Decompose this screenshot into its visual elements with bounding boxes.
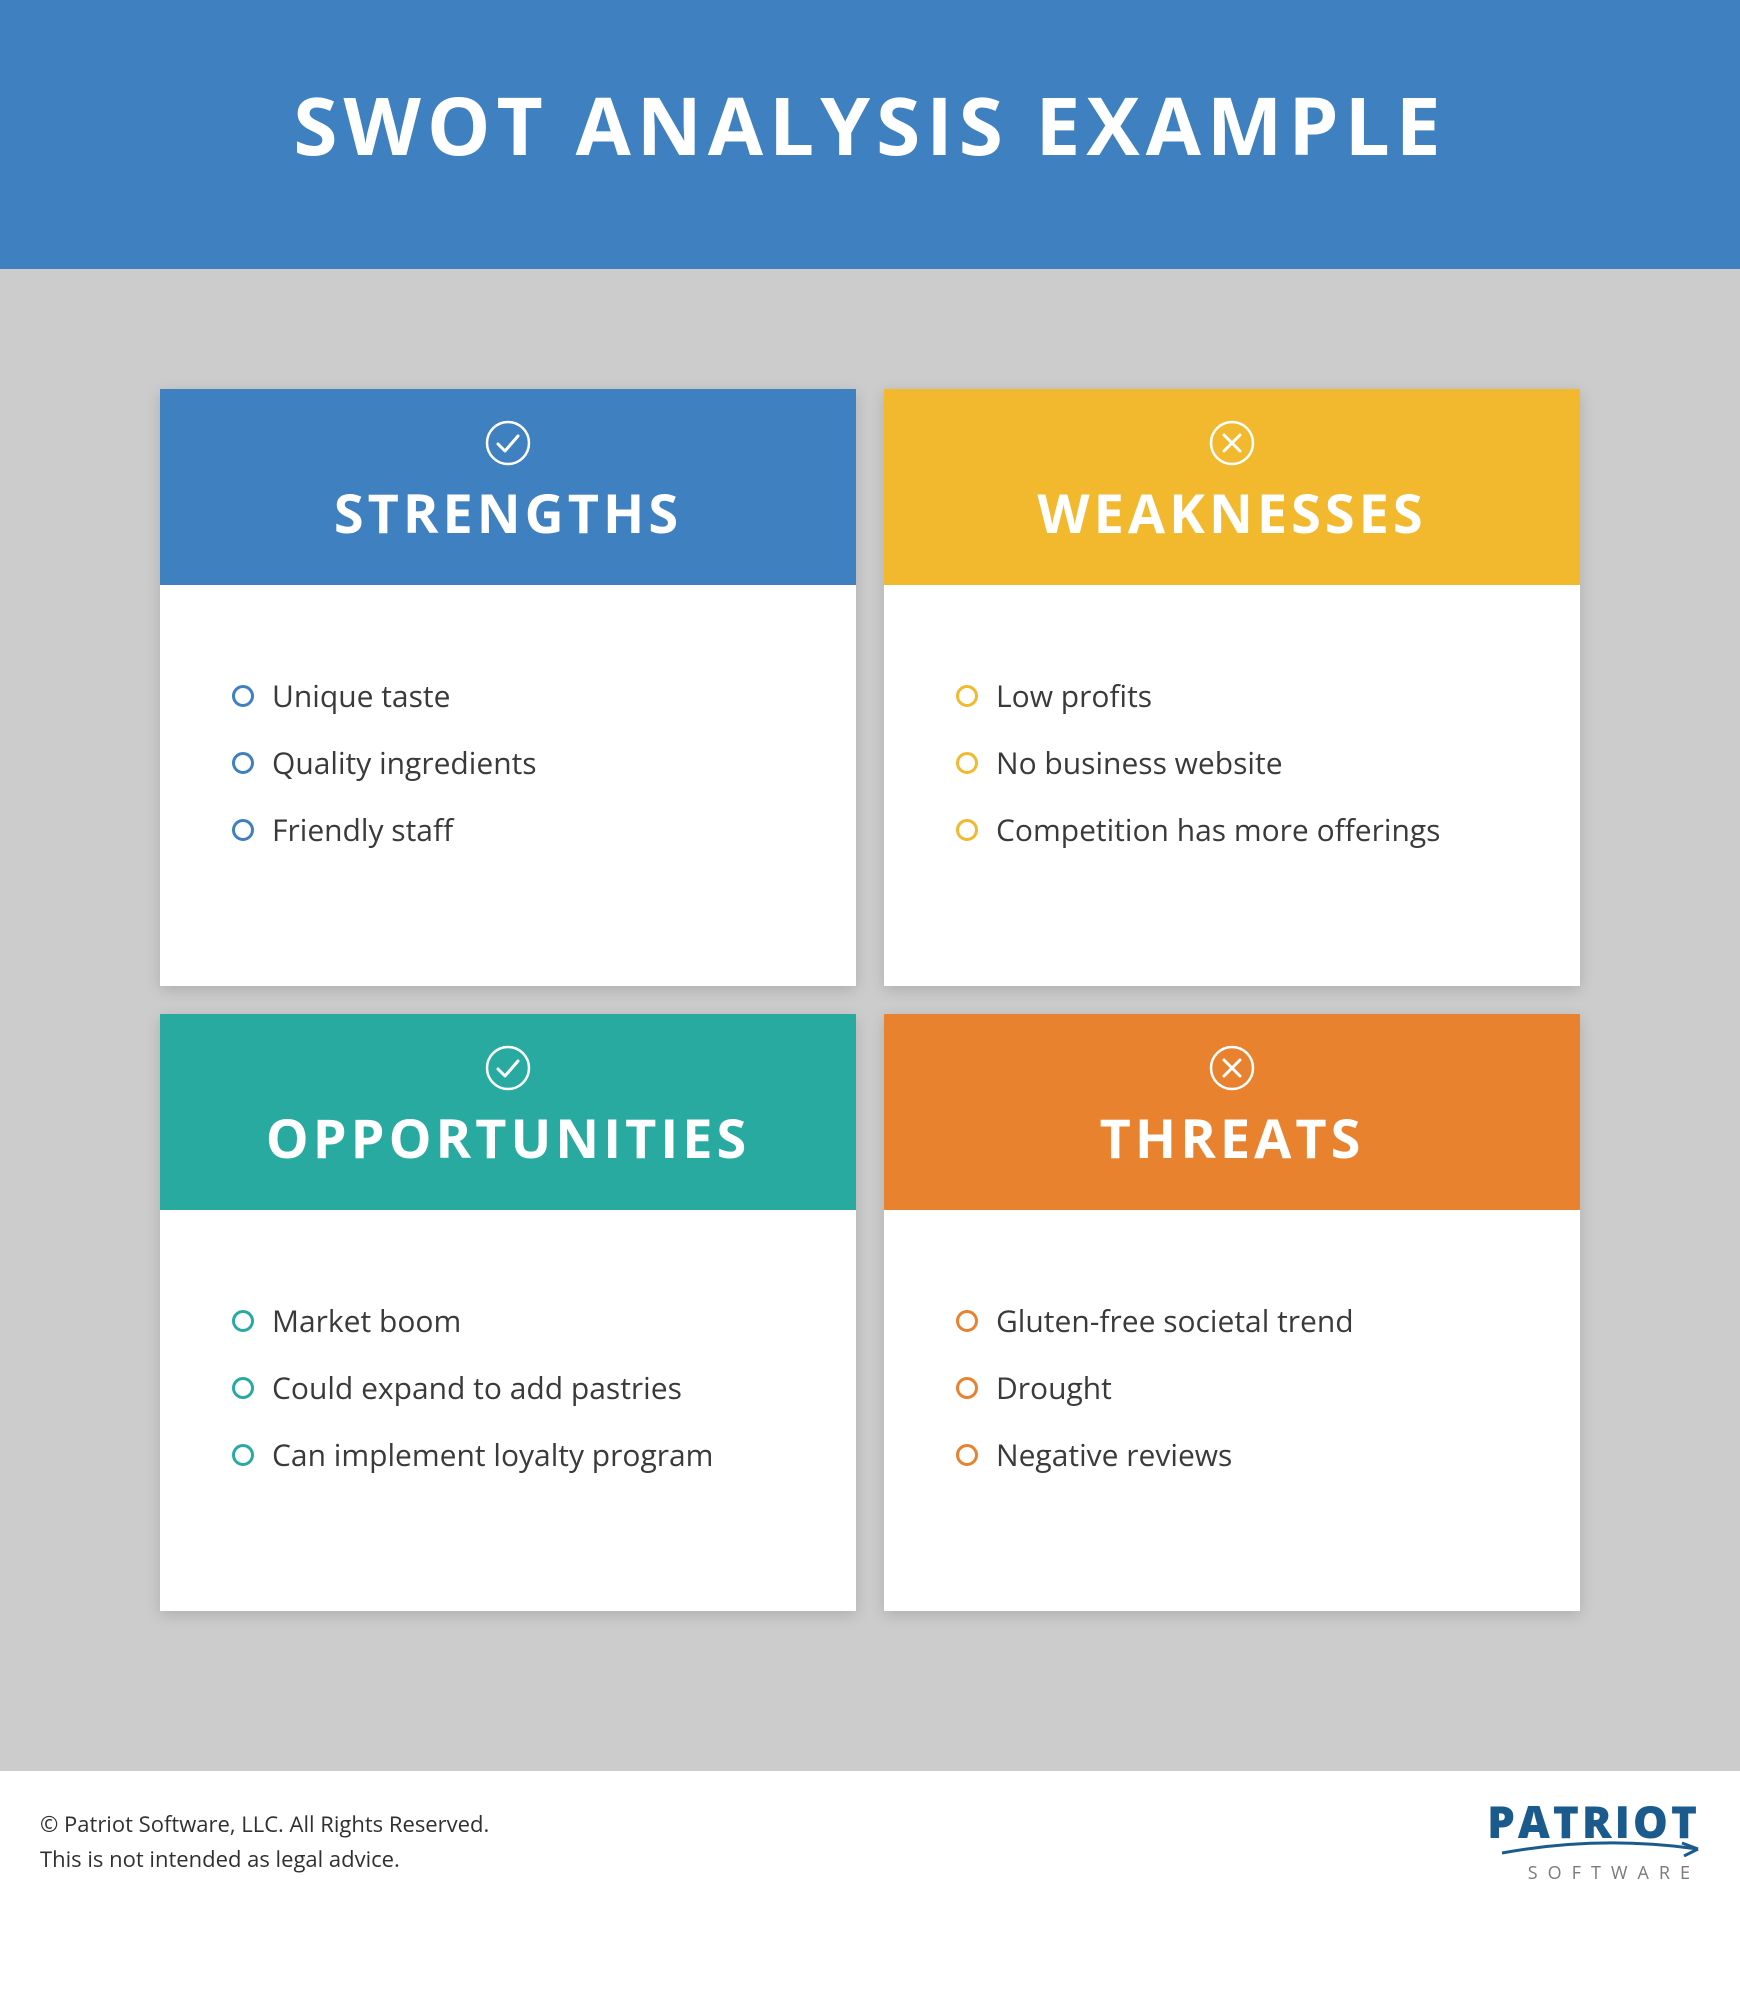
swot-card-strengths: STRENGTHS Unique taste Quality ingredients… bbox=[160, 389, 856, 986]
item-text: Gluten-free societal trend bbox=[996, 1300, 1354, 1341]
logo-sub-text: SOFTWARE bbox=[1528, 1861, 1700, 1885]
page-header: SWOT ANALYSIS EXAMPLE bbox=[0, 0, 1740, 269]
bullet-icon bbox=[956, 1310, 978, 1332]
list-item: Unique taste bbox=[232, 675, 796, 716]
check-circle-icon bbox=[484, 1044, 532, 1092]
card-body: Low profits No business website Competitio… bbox=[884, 585, 1580, 986]
item-list: Low profits No business website Competitio… bbox=[956, 675, 1520, 850]
card-header: STRENGTHS bbox=[160, 389, 856, 585]
bullet-icon bbox=[232, 819, 254, 841]
card-body: Market boom Could expand to add pastries C… bbox=[160, 1210, 856, 1611]
bullet-icon bbox=[956, 1444, 978, 1466]
brand-logo: PATRIOT SOFTWARE bbox=[1487, 1799, 1700, 1885]
list-item: No business website bbox=[956, 742, 1520, 783]
list-item: Could expand to add pastries bbox=[232, 1367, 796, 1408]
bullet-icon bbox=[232, 1377, 254, 1399]
item-text: Unique taste bbox=[272, 675, 450, 716]
swot-card-weaknesses: WEAKNESSES Low profits No business website… bbox=[884, 389, 1580, 986]
list-item: Quality ingredients bbox=[232, 742, 796, 783]
footer-copyright: © Patriot Software, LLC. All Rights Rese… bbox=[40, 1807, 489, 1842]
swot-grid: STRENGTHS Unique taste Quality ingredients… bbox=[160, 389, 1580, 1611]
list-item: Can implement loyalty program bbox=[232, 1434, 796, 1475]
item-text: Low profits bbox=[996, 675, 1152, 716]
bullet-icon bbox=[232, 685, 254, 707]
check-circle-icon bbox=[484, 419, 532, 467]
item-text: Negative reviews bbox=[996, 1434, 1232, 1475]
card-header: WEAKNESSES bbox=[884, 389, 1580, 585]
item-list: Gluten-free societal trend Drought Negativ… bbox=[956, 1300, 1520, 1475]
bullet-icon bbox=[956, 685, 978, 707]
bullet-icon bbox=[956, 752, 978, 774]
logo-main-text: PATRIOT bbox=[1487, 1799, 1700, 1843]
item-text: Could expand to add pastries bbox=[272, 1367, 682, 1408]
page-footer: © Patriot Software, LLC. All Rights Rese… bbox=[0, 1771, 1740, 1925]
card-body: Unique taste Quality ingredients Friendly … bbox=[160, 585, 856, 986]
item-text: Quality ingredients bbox=[272, 742, 537, 783]
card-title: STRENGTHS bbox=[180, 475, 836, 549]
card-title: THREATS bbox=[904, 1100, 1560, 1174]
card-header: OPPORTUNITIES bbox=[160, 1014, 856, 1210]
card-body: Gluten-free societal trend Drought Negativ… bbox=[884, 1210, 1580, 1611]
bullet-icon bbox=[232, 1310, 254, 1332]
list-item: Gluten-free societal trend bbox=[956, 1300, 1520, 1341]
page-title: SWOT ANALYSIS EXAMPLE bbox=[293, 70, 1446, 179]
item-text: No business website bbox=[996, 742, 1283, 783]
item-list: Unique taste Quality ingredients Friendly … bbox=[232, 675, 796, 850]
item-text: Drought bbox=[996, 1367, 1112, 1408]
cross-circle-icon bbox=[1208, 419, 1256, 467]
bullet-icon bbox=[232, 752, 254, 774]
item-text: Market boom bbox=[272, 1300, 461, 1341]
swot-card-opportunities: OPPORTUNITIES Market boom Could expand to … bbox=[160, 1014, 856, 1611]
list-item: Market boom bbox=[232, 1300, 796, 1341]
card-header: THREATS bbox=[884, 1014, 1580, 1210]
footer-text-block: © Patriot Software, LLC. All Rights Rese… bbox=[40, 1807, 489, 1877]
list-item: Friendly staff bbox=[232, 809, 796, 850]
item-list: Market boom Could expand to add pastries C… bbox=[232, 1300, 796, 1475]
card-title: WEAKNESSES bbox=[904, 475, 1560, 549]
main-panel: STRENGTHS Unique taste Quality ingredients… bbox=[0, 269, 1740, 1771]
list-item: Low profits bbox=[956, 675, 1520, 716]
list-item: Drought bbox=[956, 1367, 1520, 1408]
swot-card-threats: THREATS Gluten-free societal trend Drought… bbox=[884, 1014, 1580, 1611]
cross-circle-icon bbox=[1208, 1044, 1256, 1092]
card-title: OPPORTUNITIES bbox=[180, 1100, 836, 1174]
item-text: Can implement loyalty program bbox=[272, 1434, 713, 1475]
item-text: Friendly staff bbox=[272, 809, 453, 850]
bullet-icon bbox=[232, 1444, 254, 1466]
bullet-icon bbox=[956, 1377, 978, 1399]
footer-disclaimer: This is not intended as legal advice. bbox=[40, 1842, 489, 1877]
item-text: Competition has more offerings bbox=[996, 809, 1440, 850]
list-item: Negative reviews bbox=[956, 1434, 1520, 1475]
list-item: Competition has more offerings bbox=[956, 809, 1520, 850]
bullet-icon bbox=[956, 819, 978, 841]
